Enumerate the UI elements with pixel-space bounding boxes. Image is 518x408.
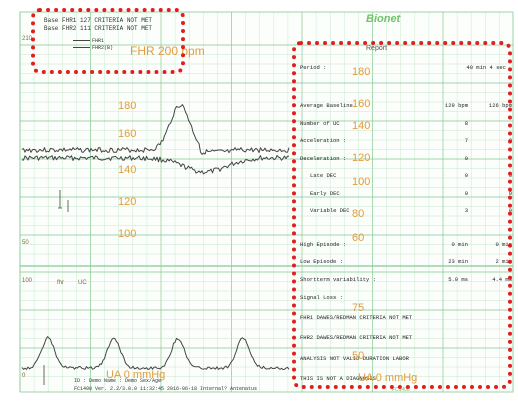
report-row-value-2: 4.4 ms: [492, 276, 512, 283]
report-row-value-2: 2 min: [495, 258, 512, 265]
report-row-value-2: 126 bpm: [488, 102, 512, 109]
report-row-label: Variable DEC: [310, 207, 350, 214]
report-scale-100: 100: [352, 176, 371, 188]
report-row-value-1: 129 bpm: [444, 102, 468, 109]
left-tick-top: 210: [22, 36, 33, 42]
report-scale-180: 180: [352, 66, 371, 78]
highlight-report-box: [292, 41, 512, 389]
report-row-label: Shortterm variability :: [300, 276, 376, 283]
report-scale-ua75: 75: [352, 302, 365, 314]
trace-path: [21, 155, 290, 175]
report-note-1-text: FHR1 DAWES/REDMAN CRITERIA NOT MET: [300, 314, 413, 321]
report-period-label: Period :: [300, 64, 327, 71]
report-note-4-text: THIS IS NOT A DIAGNOSIS: [300, 375, 376, 382]
report-scale-80: 80: [352, 208, 365, 220]
ua-scale-bottom: UA 0 mmHg: [106, 369, 166, 381]
highlight-header-box: [31, 8, 185, 74]
fhr-scale-top: FHR 200 bpm: [130, 44, 205, 58]
report-note-3-text: ANALYSIS NOT VALID DURATION LABOR: [300, 355, 409, 362]
footer-line-2: FC1400 Ver. 2.2/3.0.0 11:32:45 2016-06-1…: [74, 386, 258, 392]
report-row-value-1: 23 min: [448, 258, 468, 265]
header-line-1: Base FHR1 127 CRITERIA NOT MET: [44, 17, 153, 24]
report-row-value-1: 8: [464, 120, 468, 127]
trace-path: [21, 104, 290, 155]
report-title: Report: [366, 45, 388, 52]
report-row-label: Number of UC: [300, 120, 340, 127]
report-period-value: 40 min 4 sec: [466, 64, 506, 71]
report-scale-160: 160: [352, 98, 371, 110]
footer-brand: FC1400: [392, 387, 410, 393]
fhr-scale-180: 180: [118, 100, 137, 112]
fhr-scale-140: 140: [118, 164, 137, 176]
legend-line-fhr1: [73, 40, 90, 41]
left-tick-0: 0: [22, 373, 26, 379]
report-row-label: High Episode :: [300, 241, 347, 248]
grid-lines: [19, 12, 513, 392]
report-row-value-1: 3: [464, 207, 468, 214]
legend-fhr2: FHR2(B): [92, 45, 114, 51]
mid-tick-fhr: fhr: [57, 280, 65, 286]
report-row-label: Deceleration :: [300, 155, 347, 162]
legend-fhr1: FHR1: [92, 38, 105, 44]
report-row-value-1: 5.0 ms: [448, 276, 468, 283]
trace-path: [58, 190, 62, 209]
report-scale-140: 140: [352, 120, 371, 132]
report-scale-120: 120: [352, 152, 371, 164]
trace-path: [21, 336, 290, 370]
report-row-label: Average Baseline: [300, 102, 353, 109]
report-row-label: Late DEC: [310, 172, 337, 179]
trace-lines: [21, 104, 290, 385]
report-row-label: Low Episode :: [300, 258, 343, 265]
report-scale-60: 60: [352, 232, 365, 244]
report-scale-ua-bottom: UA 0 mmHg: [358, 372, 418, 384]
header-line-2: Base FHR2 111 CRITERIA NOT MET: [44, 25, 153, 32]
left-tick-50: 50: [22, 240, 29, 246]
report-note-2-text: FHR2 DAWES/REDMAN CRITERIA NOT MET: [300, 334, 413, 341]
bionet-logo: Bionet: [366, 13, 401, 25]
fhr-scale-160: 160: [118, 128, 137, 140]
mid-tick-uc: UC: [78, 280, 87, 286]
legend-line-fhr2: [73, 47, 90, 48]
report-row-label: Acceleration :: [300, 137, 347, 144]
left-tick-100: 100: [22, 278, 33, 284]
report-row-value-2: 0 min: [495, 241, 512, 248]
report-row-value-1: 9: [464, 155, 468, 162]
report-row-label: Early DEC: [310, 190, 340, 197]
fhr-scale-100: 100: [118, 228, 137, 240]
report-row-value-1: 0 min: [451, 241, 468, 248]
report-row-label: Signal Loss :: [300, 294, 343, 301]
fhr-scale-120: 120: [118, 196, 137, 208]
report-scale-ua50: 50: [352, 350, 365, 362]
report-row-value-1: 7: [464, 137, 468, 144]
report-row-value-1: 0: [464, 190, 468, 197]
report-row-value-1: 0: [464, 172, 468, 179]
footer-line-1: ID : Demo Name : Demo Sex/Age: [74, 378, 162, 384]
